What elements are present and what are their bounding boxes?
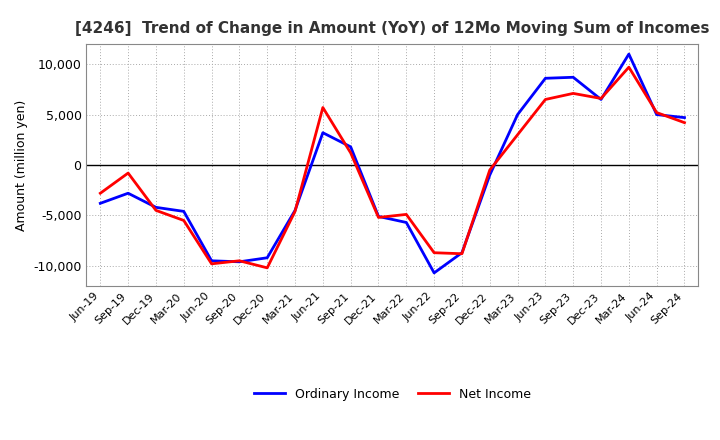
Ordinary Income <box>374 214 383 219</box>
Ordinary Income <box>652 112 661 117</box>
Ordinary Income <box>96 201 104 206</box>
Line: Net Income: Net Income <box>100 67 685 268</box>
Ordinary Income <box>152 205 161 210</box>
Ordinary Income <box>541 76 550 81</box>
Ordinary Income <box>235 259 243 264</box>
Net Income <box>569 91 577 96</box>
Net Income <box>96 191 104 196</box>
Y-axis label: Amount (million yen): Amount (million yen) <box>14 99 27 231</box>
Net Income <box>235 258 243 264</box>
Ordinary Income <box>318 130 327 136</box>
Net Income <box>597 96 606 101</box>
Ordinary Income <box>430 270 438 275</box>
Net Income <box>291 209 300 214</box>
Ordinary Income <box>680 115 689 120</box>
Ordinary Income <box>207 258 216 264</box>
Legend: Ordinary Income, Net Income: Ordinary Income, Net Income <box>248 383 536 406</box>
Ordinary Income <box>402 220 410 225</box>
Net Income <box>458 251 467 257</box>
Net Income <box>485 167 494 172</box>
Ordinary Income <box>179 209 188 214</box>
Net Income <box>152 208 161 213</box>
Ordinary Income <box>513 112 522 117</box>
Net Income <box>346 150 355 156</box>
Ordinary Income <box>124 191 132 196</box>
Ordinary Income <box>263 255 271 260</box>
Ordinary Income <box>458 250 467 255</box>
Ordinary Income <box>291 208 300 213</box>
Ordinary Income <box>485 172 494 178</box>
Title: [4246]  Trend of Change in Amount (YoY) of 12Mo Moving Sum of Incomes: [4246] Trend of Change in Amount (YoY) o… <box>75 21 710 36</box>
Ordinary Income <box>597 97 606 102</box>
Net Income <box>374 215 383 220</box>
Net Income <box>652 110 661 115</box>
Net Income <box>680 120 689 125</box>
Net Income <box>207 261 216 267</box>
Line: Ordinary Income: Ordinary Income <box>100 54 685 273</box>
Net Income <box>430 250 438 255</box>
Net Income <box>624 65 633 70</box>
Net Income <box>513 132 522 137</box>
Net Income <box>179 218 188 223</box>
Net Income <box>263 265 271 271</box>
Net Income <box>402 212 410 217</box>
Net Income <box>541 97 550 102</box>
Net Income <box>318 105 327 110</box>
Ordinary Income <box>346 144 355 150</box>
Net Income <box>124 170 132 176</box>
Ordinary Income <box>569 75 577 80</box>
Ordinary Income <box>624 51 633 57</box>
